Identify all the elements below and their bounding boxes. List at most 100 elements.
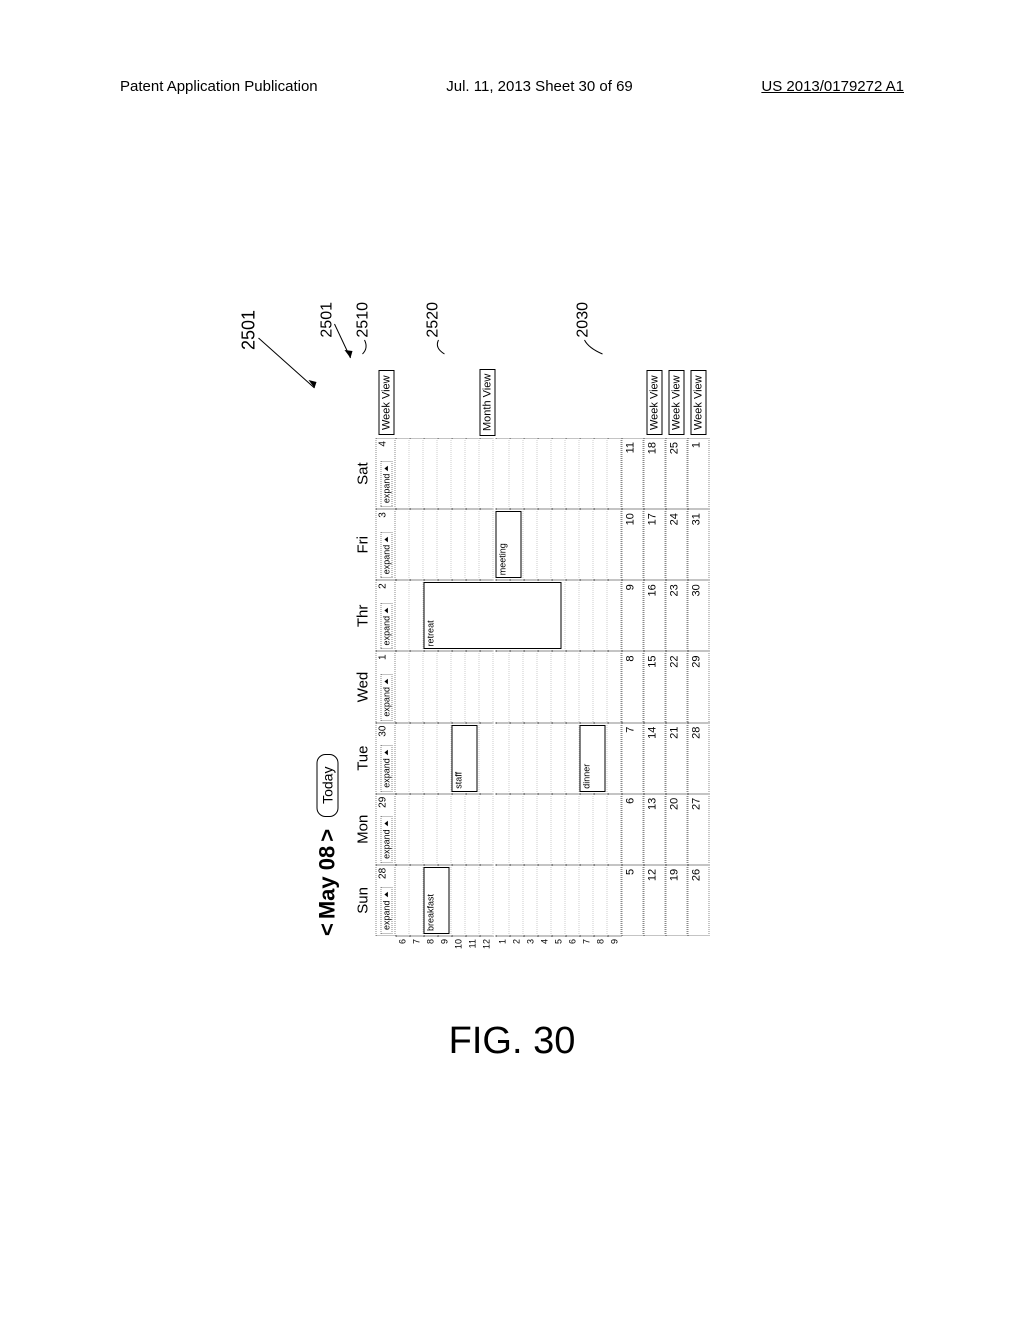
collapsed-day-cell[interactable]: 14 bbox=[644, 723, 666, 794]
collapsed-day-cell[interactable]: 18 bbox=[644, 438, 666, 509]
week-view-button[interactable]: Week View bbox=[379, 370, 395, 435]
hour-cell[interactable] bbox=[566, 723, 580, 794]
hour-cell[interactable] bbox=[424, 438, 438, 509]
hour-cell[interactable] bbox=[566, 438, 580, 509]
hour-cell[interactable] bbox=[566, 865, 580, 936]
hour-cell[interactable] bbox=[410, 509, 424, 580]
hour-cell[interactable] bbox=[496, 651, 510, 722]
hour-cell[interactable] bbox=[566, 580, 580, 651]
collapsed-day-cell[interactable]: 15 bbox=[644, 651, 666, 722]
hour-cell[interactable] bbox=[552, 723, 566, 794]
hour-cell[interactable]: staff bbox=[452, 723, 466, 794]
hour-cell[interactable] bbox=[524, 865, 538, 936]
hour-cell[interactable] bbox=[566, 651, 580, 722]
hour-cell[interactable] bbox=[524, 723, 538, 794]
collapsed-day-cell[interactable]: 5 bbox=[622, 865, 644, 936]
hour-cell[interactable] bbox=[510, 438, 524, 509]
calendar-event[interactable]: dinner bbox=[580, 725, 606, 792]
hour-cell[interactable] bbox=[580, 865, 594, 936]
collapsed-day-cell[interactable]: 6 bbox=[622, 794, 644, 865]
collapsed-day-cell[interactable]: 19 bbox=[666, 865, 688, 936]
week-view-button[interactable]: Week View bbox=[691, 370, 707, 435]
hour-cell[interactable] bbox=[496, 794, 510, 865]
hour-cell[interactable] bbox=[480, 438, 494, 509]
hour-cell[interactable] bbox=[480, 509, 494, 580]
hour-cell[interactable] bbox=[524, 509, 538, 580]
hour-cell[interactable]: dinner bbox=[580, 723, 594, 794]
hour-cell[interactable] bbox=[566, 794, 580, 865]
hour-cell[interactable] bbox=[396, 794, 410, 865]
hour-cell[interactable] bbox=[552, 794, 566, 865]
hour-cell[interactable] bbox=[538, 794, 552, 865]
hour-cell[interactable] bbox=[608, 794, 622, 865]
hour-cell[interactable] bbox=[410, 723, 424, 794]
hour-cell[interactable] bbox=[396, 509, 410, 580]
collapsed-day-cell[interactable]: 8 bbox=[622, 651, 644, 722]
hour-cell[interactable] bbox=[466, 865, 480, 936]
hour-cell[interactable] bbox=[538, 438, 552, 509]
hour-cell[interactable] bbox=[438, 651, 452, 722]
hour-cell[interactable] bbox=[410, 651, 424, 722]
collapsed-day-cell[interactable]: 28 bbox=[688, 723, 710, 794]
collapsed-day-cell[interactable]: 11 bbox=[622, 438, 644, 509]
hour-cell[interactable] bbox=[594, 438, 608, 509]
hour-cell[interactable] bbox=[608, 509, 622, 580]
hour-cell[interactable] bbox=[538, 865, 552, 936]
collapsed-day-cell[interactable]: 9 bbox=[622, 580, 644, 651]
hour-cell[interactable] bbox=[608, 865, 622, 936]
hour-cell[interactable] bbox=[452, 438, 466, 509]
expand-button[interactable]: expand bbox=[381, 816, 393, 863]
hour-cell[interactable] bbox=[552, 438, 566, 509]
hour-cell[interactable] bbox=[608, 438, 622, 509]
hour-cell[interactable] bbox=[580, 509, 594, 580]
collapsed-day-cell[interactable]: 24 bbox=[666, 509, 688, 580]
collapsed-day-cell[interactable]: 25 bbox=[666, 438, 688, 509]
today-button[interactable]: Today bbox=[317, 754, 339, 817]
hour-cell[interactable] bbox=[524, 438, 538, 509]
hour-cell[interactable] bbox=[608, 651, 622, 722]
hour-cell[interactable] bbox=[580, 580, 594, 651]
expand-button[interactable]: expand bbox=[381, 603, 393, 650]
hour-cell[interactable] bbox=[552, 865, 566, 936]
hour-cell[interactable] bbox=[510, 651, 524, 722]
hour-cell[interactable] bbox=[438, 794, 452, 865]
week-view-button[interactable]: Week View bbox=[647, 370, 663, 435]
hour-cell[interactable] bbox=[608, 580, 622, 651]
hour-cell[interactable] bbox=[480, 723, 494, 794]
hour-cell[interactable] bbox=[452, 794, 466, 865]
hour-cell[interactable] bbox=[452, 865, 466, 936]
collapsed-day-cell[interactable]: 30 bbox=[688, 580, 710, 651]
hour-cell[interactable] bbox=[594, 865, 608, 936]
expand-button[interactable]: expand bbox=[381, 532, 393, 579]
hour-cell[interactable]: meeting bbox=[496, 509, 510, 580]
hour-cell[interactable] bbox=[538, 651, 552, 722]
collapsed-day-cell[interactable]: 13 bbox=[644, 794, 666, 865]
hour-cell[interactable] bbox=[480, 865, 494, 936]
hour-cell[interactable] bbox=[552, 651, 566, 722]
hour-cell[interactable] bbox=[524, 651, 538, 722]
hour-cell[interactable] bbox=[466, 509, 480, 580]
hour-cell[interactable] bbox=[396, 651, 410, 722]
week-view-button[interactable]: Week View bbox=[669, 370, 685, 435]
hour-cell[interactable] bbox=[538, 509, 552, 580]
collapsed-day-cell[interactable]: 29 bbox=[688, 651, 710, 722]
hour-cell[interactable] bbox=[396, 438, 410, 509]
hour-cell[interactable] bbox=[510, 723, 524, 794]
hour-cell[interactable] bbox=[496, 438, 510, 509]
hour-cell[interactable] bbox=[396, 723, 410, 794]
calendar-event[interactable]: staff bbox=[452, 725, 478, 792]
hour-cell[interactable] bbox=[438, 438, 452, 509]
hour-cell[interactable] bbox=[566, 509, 580, 580]
hour-cell[interactable] bbox=[594, 580, 608, 651]
collapsed-day-cell[interactable]: 26 bbox=[688, 865, 710, 936]
expand-button[interactable]: expand bbox=[381, 674, 393, 721]
month-view-button[interactable]: Month View bbox=[480, 369, 496, 436]
collapsed-day-cell[interactable]: 10 bbox=[622, 509, 644, 580]
hour-cell[interactable] bbox=[580, 794, 594, 865]
hour-cell[interactable] bbox=[452, 509, 466, 580]
next-month-button[interactable]: > bbox=[315, 829, 341, 842]
hour-cell[interactable] bbox=[580, 438, 594, 509]
hour-cell[interactable] bbox=[510, 794, 524, 865]
collapsed-day-cell[interactable]: 23 bbox=[666, 580, 688, 651]
collapsed-day-cell[interactable]: 17 bbox=[644, 509, 666, 580]
